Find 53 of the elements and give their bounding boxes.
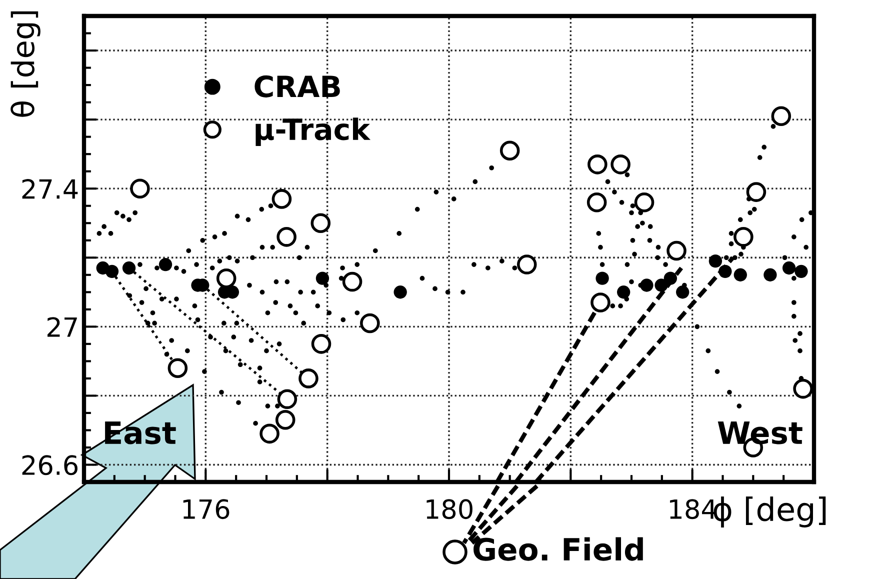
point xyxy=(298,368,318,388)
point xyxy=(676,286,690,299)
point xyxy=(158,258,172,272)
point xyxy=(664,272,678,285)
point xyxy=(666,240,686,261)
point xyxy=(596,272,609,285)
point xyxy=(168,358,188,378)
text: Geo. Field xyxy=(474,537,643,561)
x-axis-title: ϕ [deg] xyxy=(714,496,826,528)
point xyxy=(590,292,610,312)
point xyxy=(640,278,654,292)
point xyxy=(277,389,298,410)
point xyxy=(272,189,292,209)
point xyxy=(782,261,796,275)
point xyxy=(734,268,747,282)
point xyxy=(500,140,520,161)
point xyxy=(793,378,813,399)
point xyxy=(516,254,537,274)
x-tick-label: 180 xyxy=(426,499,472,520)
annotation: West xyxy=(718,422,802,444)
point xyxy=(588,154,608,174)
point xyxy=(105,264,119,278)
point xyxy=(122,261,136,275)
y-tick-label: 26.6 xyxy=(22,455,78,476)
point xyxy=(586,192,607,212)
x-tick-label: 176 xyxy=(183,499,230,520)
point xyxy=(360,313,380,334)
point xyxy=(718,264,732,278)
point xyxy=(311,334,332,354)
point xyxy=(634,192,654,212)
point xyxy=(746,182,766,202)
y-axis-title: θ [deg] xyxy=(10,11,40,117)
point xyxy=(734,227,754,247)
point xyxy=(610,154,630,174)
point xyxy=(708,254,722,268)
point xyxy=(764,268,777,282)
point xyxy=(130,178,150,198)
point xyxy=(276,227,296,247)
y-tick-label: 27 xyxy=(47,317,77,337)
point xyxy=(654,278,668,292)
legend-label: CRAB xyxy=(254,75,340,98)
point xyxy=(216,268,236,288)
point xyxy=(310,213,331,234)
legend-label: μ-Track xyxy=(256,118,371,146)
point xyxy=(316,272,330,285)
point xyxy=(771,106,792,126)
point xyxy=(342,272,362,292)
point xyxy=(275,410,296,430)
point xyxy=(260,424,280,444)
point xyxy=(617,286,630,299)
point xyxy=(394,286,407,299)
y-tick-label: 27.4 xyxy=(22,179,78,199)
point xyxy=(794,264,808,278)
